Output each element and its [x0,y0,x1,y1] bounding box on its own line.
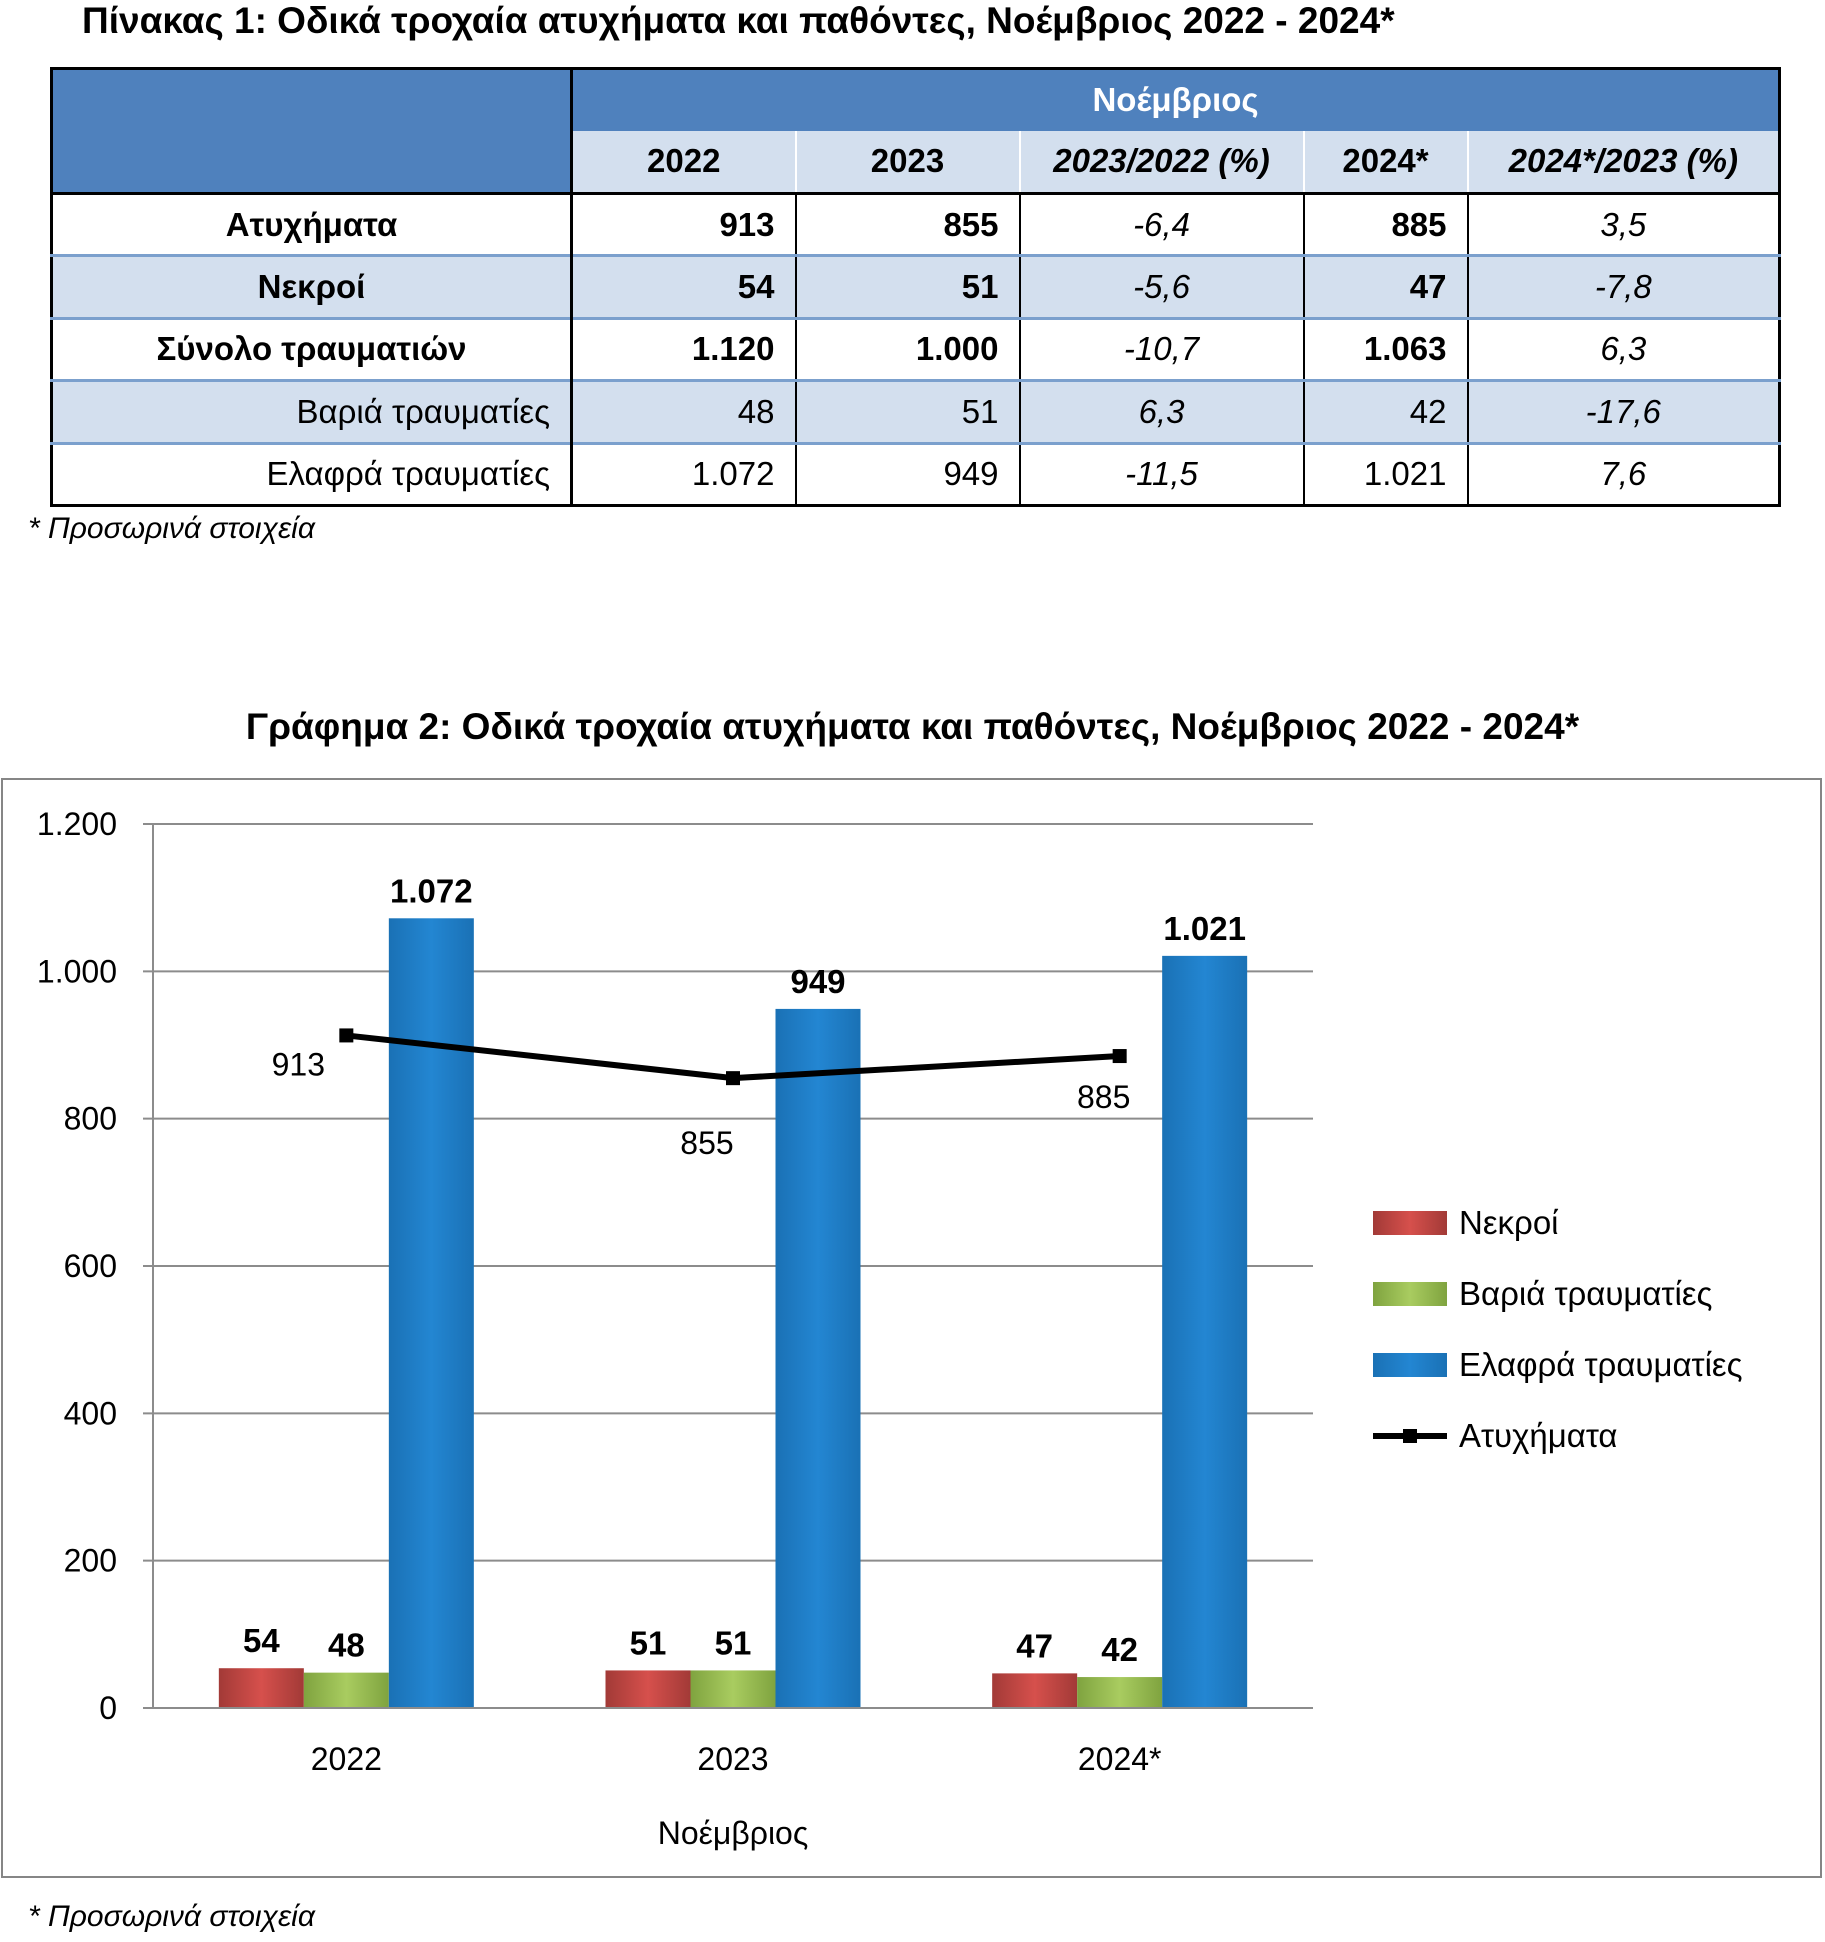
legend-swatch [1373,1353,1447,1377]
table-cell: 885 [1303,191,1469,256]
table-row: Ελαφρά τραυματίες 1.072 949 -11,5 1.021 … [51,441,1780,506]
y-tick-label: 1.000 [37,953,117,989]
table-title: Πίνακας 1: Οδικά τροχαία ατυχήματα και π… [82,0,1395,41]
y-tick-label: 0 [99,1690,117,1726]
bar-light-injuries [1162,955,1248,1708]
data-label: 42 [1101,1631,1138,1668]
x-tick-label: 2023 [697,1741,768,1777]
data-label: 51 [630,1624,667,1661]
statistics-table: Νοέμβριος 2022 2023 2023/2022 (%) 2024* … [50,67,1782,507]
table-cell: 1.120 [571,316,797,381]
y-tick-label: 400 [64,1395,117,1431]
bar-light-injuries [775,1008,861,1708]
bar-deaths [992,1673,1078,1708]
legend-label: Βαριά τραυματίες [1459,1275,1712,1312]
group-header: Νοέμβριος [571,68,1780,131]
x-tick-label: 2022 [311,1741,382,1777]
legend-marker [1403,1429,1417,1443]
table-cell: -10,7 [1019,316,1305,381]
table-cell: 48 [571,379,797,444]
table-cell: 47 [1303,254,1469,319]
data-label: 1.021 [1163,910,1246,947]
table-row: Νεκροί 54 51 -5,6 47 -7,8 [51,254,1780,319]
data-label: 949 [790,963,845,1000]
chart-area: 0 200 400 600 800 1.000 1.200 54 48 1.072 2022 51 51… [1,778,1822,1878]
bar-deaths [605,1670,691,1708]
x-tick-label: 2024* [1078,1741,1162,1777]
table-footnote: * Προσωρινά στοιχεία [28,512,315,545]
legend-label: Ελαφρά τραυματίες [1459,1346,1743,1383]
y-tick-label: 1.200 [37,806,117,842]
table-cell: 949 [795,441,1021,506]
row-label: Ελαφρά τραυματίες [51,441,573,506]
legend-label: Ατυχήματα [1459,1417,1618,1454]
column-header: 2024*/2023 (%) [1467,130,1780,194]
table-cell: -17,6 [1467,379,1780,444]
data-label: 48 [328,1627,365,1664]
table-cell: 6,3 [1467,316,1780,381]
row-label: Βαριά τραυματίες [51,379,573,444]
table-cell: 54 [571,254,797,319]
table-row: Σύνολο τραυματιών 1.120 1.000 -10,7 1.06… [51,316,1780,381]
table-cell: -7,8 [1467,254,1780,319]
table-cell: 51 [795,379,1021,444]
y-tick-label: 200 [64,1543,117,1579]
line-data-label: 885 [1077,1079,1130,1115]
table-corner-cell [51,68,573,194]
table-cell: 42 [1303,379,1469,444]
data-label: 54 [243,1622,280,1659]
table-cell: 1.063 [1303,316,1469,381]
data-label: 51 [715,1624,752,1661]
table-cell: 51 [795,254,1021,319]
y-tick-label: 600 [64,1248,117,1284]
table-cell: 913 [571,191,797,256]
table-cell: 6,3 [1019,379,1305,444]
row-label: Σύνολο τραυματιών [51,316,573,381]
table-cell: -6,4 [1019,191,1305,256]
table-cell: 7,6 [1467,441,1780,506]
line-marker [1112,1049,1127,1064]
chart-title: Γράφημα 2: Οδικά τροχαία ατυχήματα και π… [245,706,1580,747]
table-cell: -11,5 [1019,441,1305,506]
table-row: Βαριά τραυματίες 48 51 6,3 42 -17,6 [51,379,1780,444]
table-cell: 855 [795,191,1021,256]
y-tick-label: 800 [64,1101,117,1137]
line-data-label: 855 [680,1125,733,1161]
legend-label: Νεκροί [1459,1204,1559,1241]
chart-svg: 0 200 400 600 800 1.000 1.200 54 48 1.072 2022 51 51… [37,806,1743,1851]
row-label: Ατυχήματα [51,191,573,256]
table-cell: 1.072 [571,441,797,506]
x-axis-title: Νοέμβριος [658,1815,809,1851]
bar-serious-injuries [1077,1677,1163,1708]
table-cell: -5,6 [1019,254,1305,319]
column-header: 2023/2022 (%) [1019,130,1305,194]
bar-serious-injuries [690,1670,776,1708]
column-header: 2022 [571,130,797,194]
line-marker [726,1071,740,1086]
column-header: 2024* [1303,130,1469,194]
chart-footnote: * Προσωρινά στοιχεία [28,1900,315,1933]
table-cell: 1.021 [1303,441,1469,506]
column-header: 2023 [795,130,1021,194]
table-row: Ατυχήματα 913 855 -6,4 885 3,5 [51,191,1780,256]
legend-swatch [1373,1282,1447,1306]
table-cell: 3,5 [1467,191,1780,256]
bar-serious-injuries [303,1672,389,1708]
line-data-label: 913 [272,1046,325,1082]
bar-deaths [218,1668,304,1708]
data-label: 47 [1016,1627,1053,1664]
data-label: 1.072 [390,872,473,909]
row-label: Νεκροί [51,254,573,319]
legend-swatch [1373,1211,1447,1235]
table-cell: 1.000 [795,316,1021,381]
bar-light-injuries [388,918,474,1708]
line-marker [339,1028,354,1043]
